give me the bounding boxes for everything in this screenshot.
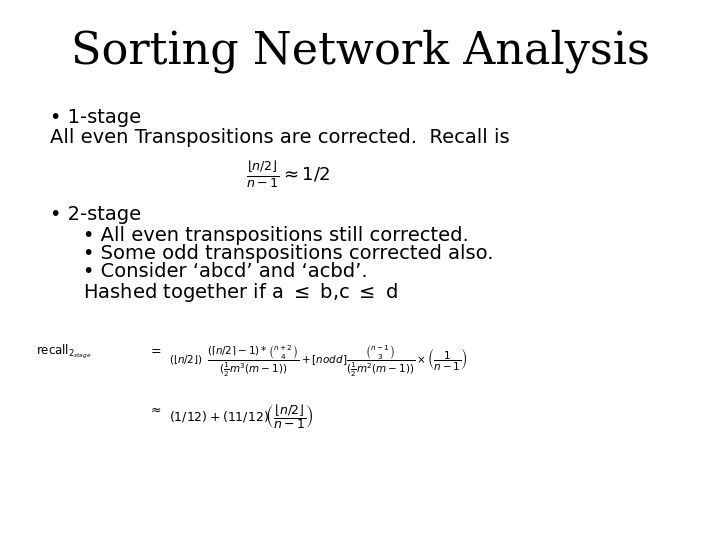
Text: • Consider ‘abcd’ and ‘acbd’.: • Consider ‘abcd’ and ‘acbd’. — [83, 262, 367, 281]
Text: • Some odd transpositions corrected also.: • Some odd transpositions corrected also… — [83, 244, 493, 263]
Text: $=$: $=$ — [148, 343, 161, 356]
Text: • 1-stage: • 1-stage — [50, 108, 142, 127]
Text: $\frac{\lfloor n/2 \rfloor}{n-1} \approx 1/2$: $\frac{\lfloor n/2 \rfloor}{n-1} \approx… — [246, 159, 330, 190]
Text: • 2-stage: • 2-stage — [50, 205, 142, 224]
Text: • All even transpositions still corrected.: • All even transpositions still correcte… — [83, 226, 469, 245]
Text: Hashed together if a $\leq$ b,c $\leq$ d: Hashed together if a $\leq$ b,c $\leq$ d — [83, 281, 397, 304]
Text: Sorting Network Analysis: Sorting Network Analysis — [71, 30, 649, 73]
Text: $(1/12) + (11/12)\!\left(\dfrac{\lfloor n/2 \rfloor}{n-1}\right)$: $(1/12) + (11/12)\!\left(\dfrac{\lfloor … — [169, 402, 314, 431]
Text: All even Transpositions are corrected.  Recall is: All even Transpositions are corrected. R… — [50, 128, 510, 147]
Text: $\approx$: $\approx$ — [148, 402, 161, 415]
Text: $\mathrm{recall}_{2_{stage}}$: $\mathrm{recall}_{2_{stage}}$ — [36, 343, 91, 361]
Text: $(\lfloor n/2 \rfloor) \;\; \dfrac{(\lceil n/2 \rceil - 1) * \binom{n+2}{4}}{(\f: $(\lfloor n/2 \rfloor) \;\; \dfrac{(\lce… — [169, 343, 468, 379]
